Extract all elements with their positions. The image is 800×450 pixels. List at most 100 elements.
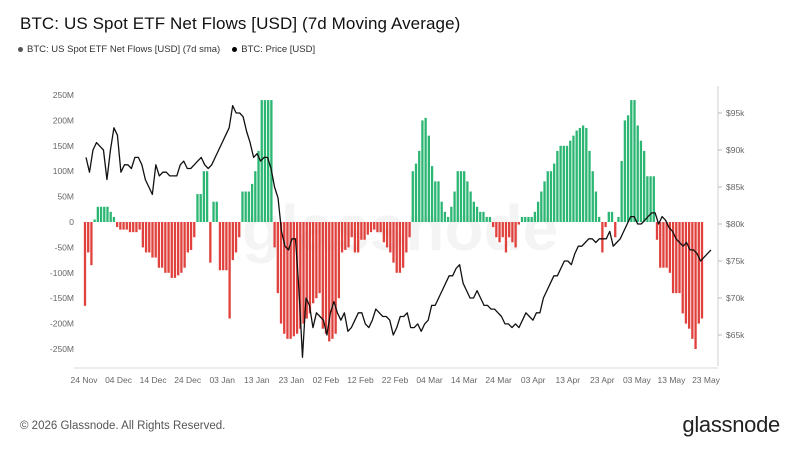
flow-bar bbox=[132, 222, 135, 233]
x-axis-tick-label: 14 Dec bbox=[140, 375, 168, 385]
x-axis-tick-label: 03 May bbox=[623, 375, 652, 385]
flow-bar bbox=[141, 222, 144, 248]
flow-bar bbox=[324, 222, 328, 334]
flow-bar bbox=[424, 117, 427, 222]
flow-bar bbox=[598, 216, 601, 222]
x-axis-tick-label: 24 Dec bbox=[174, 375, 202, 385]
right-axis-tick-label: $75k bbox=[726, 256, 745, 266]
flow-bar bbox=[572, 135, 575, 222]
left-axis-tick-label: -100M bbox=[50, 268, 74, 278]
flow-bar bbox=[321, 222, 324, 329]
flow-bar bbox=[257, 150, 260, 222]
flow-bar bbox=[527, 216, 530, 222]
flow-bar bbox=[215, 201, 218, 222]
flow-bar bbox=[665, 222, 668, 268]
flow-bar bbox=[270, 100, 273, 222]
flow-bar bbox=[279, 222, 283, 324]
flow-bar bbox=[691, 222, 694, 339]
flow-bar bbox=[318, 222, 321, 294]
left-axis-tick-label: 150M bbox=[53, 141, 74, 151]
x-axis-tick-label: 23 Apr bbox=[590, 375, 615, 385]
flow-bar bbox=[366, 222, 369, 235]
flow-bar bbox=[659, 222, 662, 268]
flow-bar bbox=[430, 166, 434, 222]
flow-bar bbox=[594, 191, 598, 222]
flow-bar bbox=[546, 171, 549, 222]
flow-bar bbox=[601, 222, 604, 253]
flow-bar bbox=[254, 171, 257, 222]
flow-bar bbox=[392, 222, 395, 263]
flow-bar bbox=[122, 222, 125, 230]
flow-bar bbox=[167, 222, 170, 273]
flow-bar bbox=[565, 145, 569, 222]
flow-bar bbox=[575, 130, 578, 222]
flow-bar bbox=[459, 171, 463, 222]
flow-bar bbox=[222, 222, 225, 271]
flow-bar bbox=[678, 222, 681, 294]
flow-bar bbox=[504, 222, 508, 253]
flow-bar bbox=[83, 222, 87, 306]
flow-bar bbox=[668, 222, 672, 273]
flow-bar bbox=[475, 206, 479, 222]
legend-marker-btc-price bbox=[232, 47, 238, 52]
flow-bar bbox=[411, 171, 414, 222]
flow-bar bbox=[508, 222, 511, 238]
flow-bar bbox=[138, 222, 141, 230]
flow-bar bbox=[283, 222, 286, 334]
flow-bar bbox=[604, 222, 607, 228]
legend-label-etf-flows: BTC: US Spot ETF Net Flows [USD] (7d sma… bbox=[27, 44, 221, 55]
flow-bar bbox=[633, 100, 636, 222]
flow-bar bbox=[697, 222, 700, 324]
flow-bar bbox=[328, 222, 331, 342]
flow-bar bbox=[498, 222, 501, 243]
flow-bar bbox=[263, 100, 267, 222]
legend-item-btc-price[interactable]: BTC: Price [USD] bbox=[232, 44, 315, 55]
flow-bar bbox=[273, 222, 276, 248]
flow-bar bbox=[331, 222, 334, 339]
x-axis-tick-label: 13 May bbox=[658, 375, 687, 385]
right-axis-tick-label: $80k bbox=[726, 219, 745, 229]
flow-bar bbox=[655, 222, 659, 240]
flow-bar bbox=[154, 222, 157, 258]
flow-bar bbox=[96, 206, 100, 222]
legend-label-btc-price: BTC: Price [USD] bbox=[241, 44, 316, 55]
x-axis-tick-label: 04 Mar bbox=[416, 375, 443, 385]
flow-bar bbox=[479, 211, 482, 222]
flow-bar bbox=[218, 222, 222, 271]
legend-item-etf-flows[interactable]: BTC: US Spot ETF Net Flows [USD] (7d sma… bbox=[18, 44, 220, 55]
flow-bar bbox=[437, 181, 440, 222]
flow-bar bbox=[491, 222, 495, 228]
flow-bar bbox=[305, 222, 308, 319]
left-axis-tick-label: 100M bbox=[53, 166, 74, 176]
flow-bar bbox=[99, 206, 103, 222]
left-axis-tick-label: -250M bbox=[50, 344, 74, 354]
flow-bar bbox=[520, 216, 524, 222]
flow-bar bbox=[495, 222, 498, 238]
x-axis-tick-label: 24 Nov bbox=[71, 375, 99, 385]
flow-bar bbox=[636, 125, 639, 222]
flow-bar bbox=[385, 222, 389, 248]
flow-bar bbox=[472, 201, 475, 222]
x-axis-tick-label: 12 Feb bbox=[347, 375, 374, 385]
flow-bar bbox=[443, 211, 447, 222]
flow-bar bbox=[553, 163, 556, 222]
btc-price-line bbox=[85, 104, 712, 358]
flow-bar bbox=[160, 222, 164, 268]
flow-bar bbox=[581, 125, 585, 222]
x-axis-tick-label: 14 Mar bbox=[451, 375, 478, 385]
glassnode-logo[interactable]: glassnode bbox=[682, 412, 780, 437]
flow-bar bbox=[398, 222, 402, 273]
x-axis-tick-label: 23 Jan bbox=[279, 375, 305, 385]
left-axis-tick-label: 200M bbox=[53, 115, 74, 125]
flow-bar bbox=[115, 222, 119, 228]
flow-bar bbox=[90, 222, 93, 266]
flow-bar bbox=[93, 219, 96, 222]
flow-bar bbox=[109, 211, 112, 222]
flow-bar bbox=[559, 145, 562, 222]
flow-bar bbox=[466, 181, 469, 222]
flow-bar bbox=[662, 222, 665, 268]
flow-bar bbox=[485, 216, 488, 222]
right-axis-tick-label: $95k bbox=[726, 108, 745, 118]
flow-bar bbox=[337, 222, 341, 299]
chart-legend: BTC: US Spot ETF Net Flows [USD] (7d sma… bbox=[18, 44, 315, 55]
